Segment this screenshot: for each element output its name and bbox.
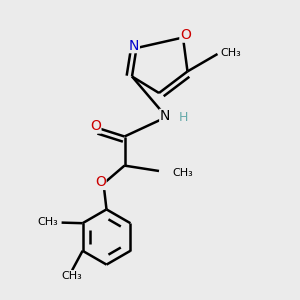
Text: CH₃: CH₃ xyxy=(172,167,193,178)
Text: H: H xyxy=(178,111,188,124)
Text: N: N xyxy=(129,39,139,52)
Text: N: N xyxy=(160,110,170,123)
Text: CH₃: CH₃ xyxy=(38,217,58,227)
Text: O: O xyxy=(95,176,106,189)
Text: CH₃: CH₃ xyxy=(61,271,82,281)
Text: O: O xyxy=(180,28,191,42)
Text: CH₃: CH₃ xyxy=(220,47,241,58)
Text: O: O xyxy=(90,119,101,133)
